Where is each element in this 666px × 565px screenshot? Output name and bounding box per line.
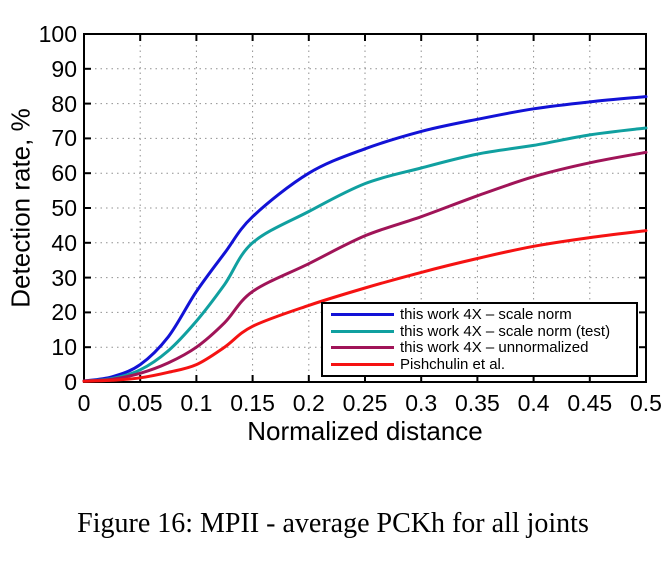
chart-canvas [82,33,648,383]
y-tick-label: 40 [51,229,77,256]
y-tick-label: 50 [51,195,77,221]
legend-item: Pishchulin et al. [323,356,636,373]
y-tick-label: 10 [51,334,77,361]
y-tick-label: 0 [64,369,77,395]
legend-box: this work 4X – scale norm this work 4X – … [321,302,638,377]
x-tick-label: 0.25 [342,390,388,416]
legend-label: this work 4X – scale norm (test) [400,322,611,340]
legend-line-swatch [331,312,394,316]
series-curve-1 [82,126,648,383]
y-tick-label: 20 [51,299,77,326]
series-curve-2 [82,150,648,383]
x-tick-label: 0 [77,390,91,416]
x-tick-label: 0.4 [517,390,550,416]
x-tick-label: 0.3 [405,390,438,416]
series-curve-3 [82,229,648,383]
legend-item: this work 4X – scale norm (test) [323,323,636,340]
legend-line-swatch [331,363,394,367]
y-tick-label: 30 [51,264,77,291]
x-tick-label: 0.35 [455,390,500,416]
series-curve-0 [82,95,648,383]
legend-line-swatch [331,329,394,333]
legend-label: this work 4X – unnormalized [400,339,589,357]
legend-item: this work 4X – unnormalized [323,340,636,357]
legend-label: Pishchulin et al. [400,356,506,374]
x-tick-label: 0.05 [117,390,163,416]
y-tick-label: 100 [38,21,77,47]
x-axis-label: Normalized distance [247,416,483,446]
legend-item: this work 4X – scale norm [323,306,636,323]
figure-caption: Figure 16: MPII - average PCKh for all j… [77,508,589,539]
x-tick-label: 0.1 [180,390,213,416]
y-tick-label: 60 [51,160,77,187]
y-tick-label: 70 [51,125,77,152]
legend-label: this work 4X – scale norm [400,305,572,323]
legend-line-swatch [331,346,394,350]
x-tick-label: 0.15 [230,390,275,416]
x-tick-label: 0.5 [630,390,662,416]
x-tick-label: 0.2 [292,390,325,416]
y-tick-label: 90 [51,55,77,82]
x-tick-label: 0.45 [567,390,613,416]
y-tick-label: 80 [51,90,77,117]
